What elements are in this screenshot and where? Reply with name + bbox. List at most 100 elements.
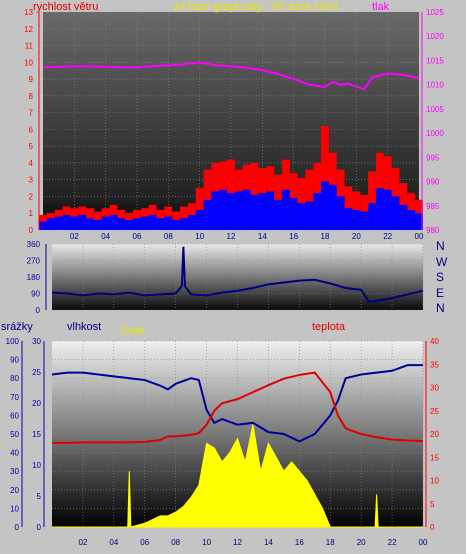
rain-axis-label: srážky bbox=[1, 321, 33, 333]
wind-bar bbox=[399, 204, 408, 230]
wind-tick-label: 3 bbox=[29, 176, 34, 185]
wind-bar bbox=[415, 213, 423, 230]
wind-bar bbox=[140, 216, 149, 230]
pressure-tick-label: 1020 bbox=[426, 32, 444, 41]
x-tick-label: 20 bbox=[352, 232, 361, 241]
pressure-tick-label: 1000 bbox=[426, 129, 444, 138]
wind-bar bbox=[321, 181, 329, 230]
wind-bar bbox=[360, 211, 369, 230]
direction-tick-label: 0 bbox=[36, 306, 41, 315]
wind-tick-label: 11 bbox=[25, 42, 34, 51]
wind-bar bbox=[125, 219, 134, 230]
humidity-tick-label: 0 bbox=[37, 523, 42, 532]
temperature-tick-label: 25 bbox=[430, 407, 439, 416]
temperature-tick-label: 0 bbox=[430, 523, 435, 532]
x-tick-label: 22 bbox=[388, 538, 397, 547]
wind-bar bbox=[156, 218, 165, 230]
wind-bar bbox=[407, 209, 416, 230]
wind-tick-label: 5 bbox=[29, 142, 34, 151]
wind-tick-label: 1 bbox=[29, 209, 34, 218]
temperature-tick-label: 15 bbox=[430, 453, 439, 462]
dir-label-n1: N bbox=[436, 239, 445, 253]
wind-bar bbox=[86, 218, 94, 230]
wind-bar bbox=[172, 219, 181, 230]
wind-bar bbox=[258, 193, 267, 230]
wind-bar bbox=[344, 208, 353, 230]
wind-tick-label: 6 bbox=[29, 125, 34, 134]
wind-bar bbox=[227, 193, 235, 230]
wind-bar bbox=[313, 193, 322, 230]
wind-tick-label: 2 bbox=[29, 192, 34, 201]
pressure-tick-label: 990 bbox=[426, 178, 440, 187]
dir-label-e: E bbox=[436, 286, 445, 300]
dir-label-n2: N bbox=[436, 301, 445, 315]
temperature-tick-label: 10 bbox=[430, 477, 439, 486]
humidity-tick-label: 30 bbox=[32, 337, 41, 346]
rain-tick-label: 70 bbox=[10, 393, 19, 402]
gust-bar bbox=[305, 169, 314, 230]
x-tick-label: 12 bbox=[233, 538, 242, 547]
rain-tick-label: 0 bbox=[15, 523, 20, 532]
gust-bar bbox=[321, 126, 329, 230]
dir-label-s: S bbox=[436, 270, 445, 284]
humidity-tick-label: 5 bbox=[37, 492, 42, 501]
humidity-series bbox=[51, 364, 423, 443]
wind-bar bbox=[274, 199, 282, 230]
direction-tick-label: 270 bbox=[27, 257, 41, 266]
temperature-tick-label: 5 bbox=[430, 500, 435, 509]
pressure-tick-label: 1005 bbox=[426, 105, 444, 114]
humidity-axis-label: vlhkost bbox=[67, 321, 102, 333]
wind-bar bbox=[297, 203, 306, 230]
wind-bar bbox=[54, 216, 63, 230]
wind-tick-label: 13 bbox=[24, 8, 33, 17]
x-tick-label: 12 bbox=[227, 232, 236, 241]
wind-bar bbox=[164, 216, 173, 230]
x-tick-label: 18 bbox=[321, 232, 330, 241]
wind-bar bbox=[234, 191, 243, 230]
x-tick-label: 20 bbox=[357, 538, 366, 547]
x-tick-label: 00 bbox=[415, 232, 424, 241]
wind-bar bbox=[211, 191, 220, 230]
pressure-tick-label: 980 bbox=[426, 226, 440, 235]
wind-bar bbox=[148, 214, 157, 230]
wind-bar bbox=[203, 199, 212, 230]
humidity-tick-label: 20 bbox=[32, 399, 41, 408]
pressure-tick-label: 1015 bbox=[426, 56, 444, 65]
temperature-series bbox=[52, 371, 424, 444]
wind-bar bbox=[289, 198, 298, 230]
chart-title: 24 hour graph day : 26 June 2024 bbox=[173, 1, 339, 13]
x-tick-label: 10 bbox=[195, 232, 204, 241]
x-tick-label: 04 bbox=[109, 538, 118, 547]
wind-bar bbox=[62, 214, 71, 230]
pressure-series bbox=[42, 61, 420, 91]
wind-bar bbox=[328, 184, 337, 230]
temperature-tick-label: 20 bbox=[430, 430, 439, 439]
wind-bar bbox=[70, 216, 79, 230]
x-tick-label: 04 bbox=[101, 232, 110, 241]
pressure-axis-label: tlak bbox=[372, 1, 390, 13]
temperature-tick-label: 30 bbox=[430, 384, 439, 393]
wind-bar bbox=[305, 201, 314, 230]
rain-tick-label: 50 bbox=[10, 430, 19, 439]
wind-tick-label: 4 bbox=[29, 159, 34, 168]
wind-bar bbox=[46, 218, 55, 230]
wind-bar bbox=[78, 214, 87, 230]
direction-tick-label: 360 bbox=[27, 240, 41, 249]
wind-speed-series bbox=[39, 126, 423, 230]
rain-tick-label: 90 bbox=[10, 356, 19, 365]
wind-bar bbox=[133, 218, 141, 230]
humidity-tick-label: 25 bbox=[32, 368, 41, 377]
x-tick-label: 16 bbox=[289, 232, 298, 241]
humidity-tick-label: 10 bbox=[32, 461, 41, 470]
x-tick-label: 14 bbox=[258, 232, 267, 241]
temperature-tick-label: 35 bbox=[430, 360, 439, 369]
solar-axis-label: Solar bbox=[120, 325, 146, 337]
axis-tick-labels: 0123456789101112139809859909951000100510… bbox=[6, 8, 445, 547]
x-tick-label: 14 bbox=[264, 538, 273, 547]
wind-bar bbox=[242, 189, 251, 230]
x-tick-label: 00 bbox=[419, 538, 428, 547]
wind-tick-label: 7 bbox=[29, 109, 34, 118]
x-tick-label: 16 bbox=[295, 538, 304, 547]
direction-tick-label: 180 bbox=[27, 273, 41, 282]
